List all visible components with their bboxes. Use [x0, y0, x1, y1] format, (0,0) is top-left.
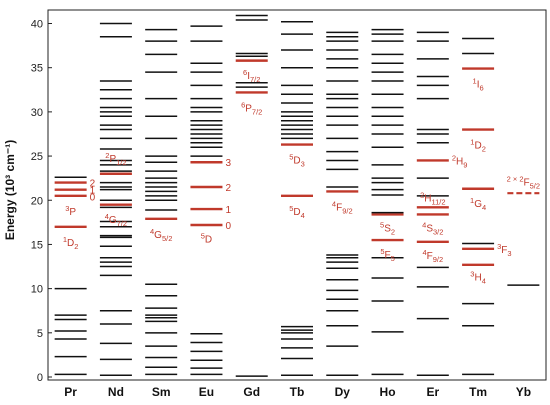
term-label-er: 2H9 [452, 153, 468, 169]
term-label-nd: 4G7/2 [105, 212, 127, 228]
y-tick-label: 10 [31, 284, 43, 296]
category-label-pr: Pr [64, 385, 77, 399]
y-tick-label: 35 [31, 63, 43, 75]
term-label-pr: 3P [65, 204, 76, 218]
y-tick-label: 40 [31, 19, 43, 31]
term-label-gd: 6I7/2 [243, 68, 260, 84]
y-tick-label: 0 [37, 372, 43, 384]
y-tick-label: 30 [31, 107, 43, 119]
term-label-tm: 1D2 [470, 138, 486, 154]
term-label-ho: 5F5 [380, 247, 394, 263]
term-label-tb: 5D3 [289, 153, 305, 169]
category-label-er: Er [426, 385, 439, 399]
term-label-tm: 3H4 [470, 269, 486, 285]
term-label-tb: 5D4 [289, 204, 305, 220]
levels [52, 14, 540, 377]
term-label-eu: 0 [225, 221, 231, 232]
y-tick-label: 15 [31, 239, 43, 251]
term-label-er: 4F9/2 [422, 248, 443, 264]
category-label-sm: Sm [152, 385, 171, 399]
category-label-ho: Ho [380, 385, 396, 399]
term-label-gd: 6P7/2 [241, 100, 262, 116]
term-label-eu: 2 [225, 183, 231, 194]
category-label-dy: Dy [335, 385, 351, 399]
term-label-ho: 5S2 [380, 221, 395, 237]
term-label-yb: 2 × 2F5/2 [507, 175, 540, 191]
category-label-nd: Nd [108, 385, 124, 399]
y-tick-label: 25 [31, 151, 43, 163]
term-label-er: 4S3/2 [422, 221, 443, 237]
term-label-pr: 0 [90, 193, 96, 204]
term-label-pr: 1 [90, 186, 96, 197]
term-label-tm: 1I6 [473, 77, 484, 93]
term-label-er: 2H11/2 [420, 191, 445, 207]
term-label-pr: 2 [90, 179, 96, 190]
category-label-tb: Tb [290, 385, 305, 399]
category-label-tm: Tm [469, 385, 487, 399]
y-tick-label: 20 [31, 195, 43, 207]
term-label-nd: 2P1/2 [105, 151, 126, 167]
y-axis-title: Energy (10³ cm⁻¹) [3, 140, 17, 240]
category-label-eu: Eu [199, 385, 214, 399]
y-tick-label: 5 [37, 328, 43, 340]
term-label-tm: 3F3 [497, 242, 511, 258]
term-label-pr: 1D2 [63, 235, 79, 251]
term-label-tm: 1G4 [470, 196, 486, 212]
term-label-eu: 1 [225, 205, 231, 216]
category-label-yb: Yb [516, 385, 531, 399]
term-label-sm: 4G5/2 [150, 227, 172, 243]
category-label-gd: Gd [243, 385, 260, 399]
term-label-dy: 4F9/2 [332, 199, 353, 215]
plot-frame [47, 9, 547, 381]
term-label-eu: 5D [201, 231, 212, 245]
term-label-eu: 3 [225, 158, 231, 169]
